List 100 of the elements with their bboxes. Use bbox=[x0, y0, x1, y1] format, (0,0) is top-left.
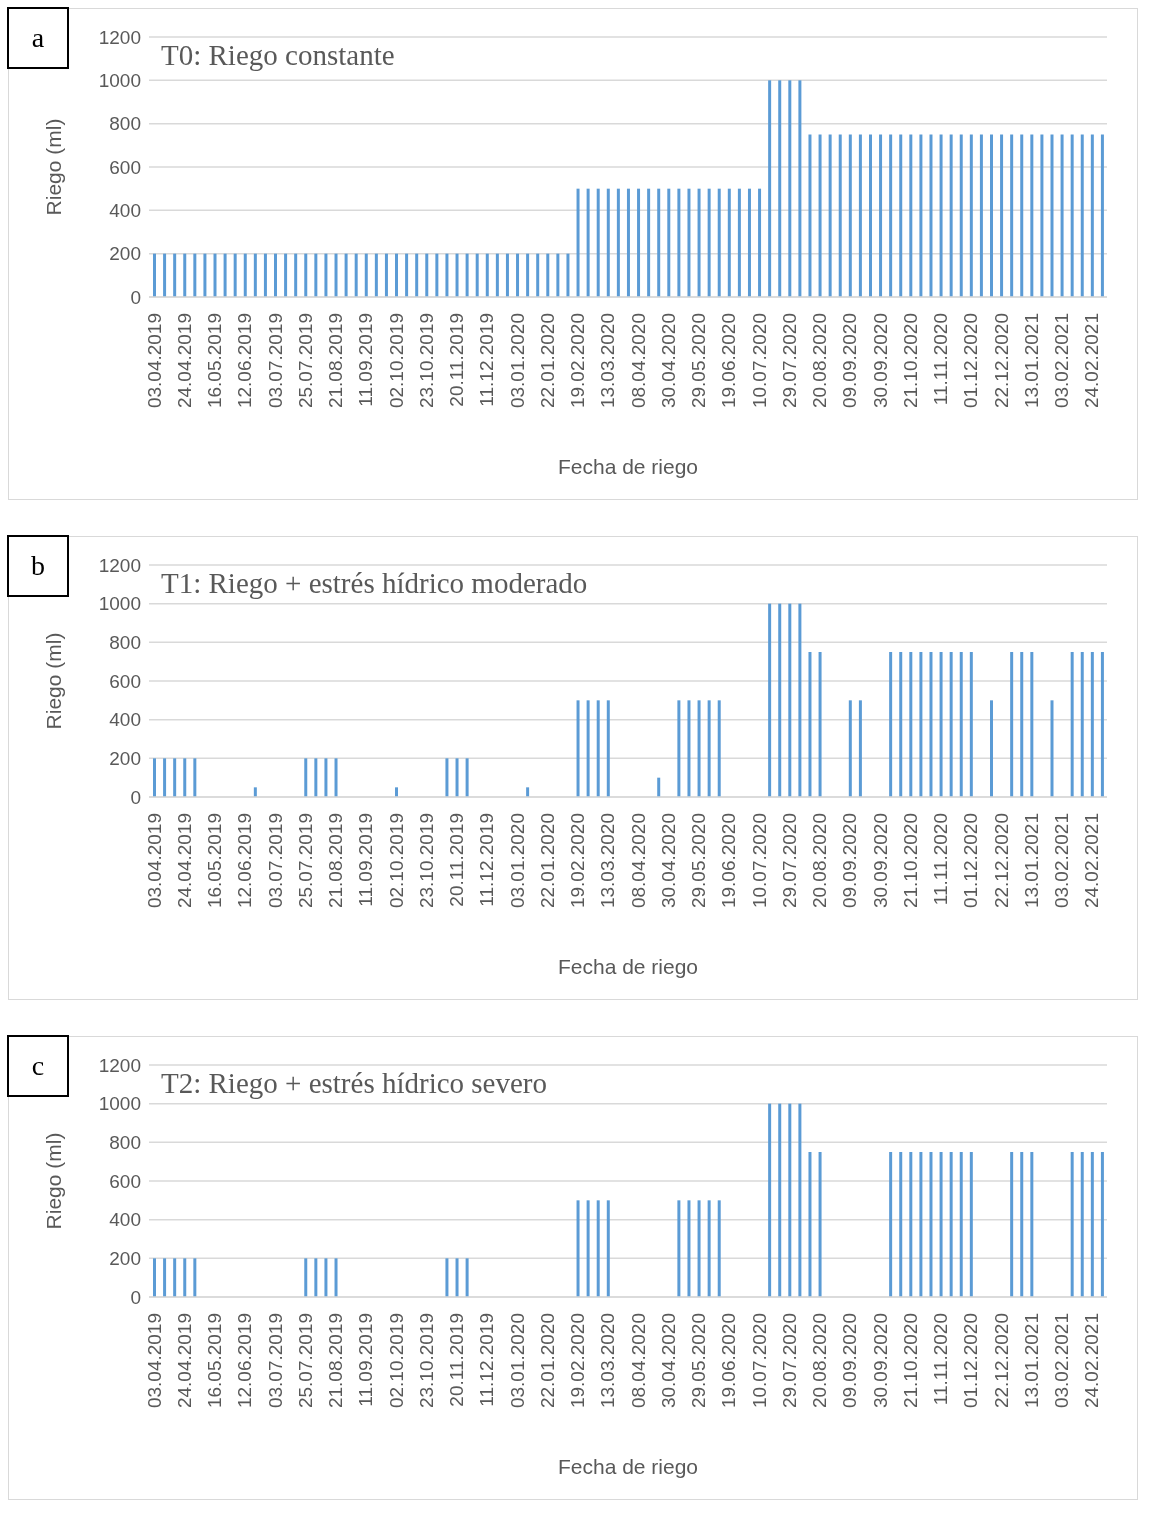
bar bbox=[445, 253, 449, 297]
bar bbox=[949, 652, 953, 797]
x-tick-label: 20.08.2020 bbox=[809, 1313, 831, 1409]
bar bbox=[657, 777, 661, 797]
bar bbox=[183, 1258, 187, 1297]
x-tick-label: 20.11.2019 bbox=[446, 313, 468, 407]
bar bbox=[233, 253, 237, 297]
bar bbox=[1070, 652, 1074, 797]
x-tick-label: 29.05.2020 bbox=[688, 313, 710, 409]
x-tick-label: 12.06.2019 bbox=[234, 1313, 256, 1409]
x-tick-label: 03.01.2020 bbox=[506, 313, 528, 409]
y-tick-label: 0 bbox=[130, 286, 141, 308]
bar bbox=[707, 188, 711, 297]
y-tick-label: 800 bbox=[109, 632, 141, 654]
y-tick-label: 600 bbox=[109, 156, 141, 178]
bar bbox=[637, 188, 641, 297]
x-tick-label: 22.01.2020 bbox=[536, 813, 558, 909]
bar bbox=[697, 1200, 701, 1297]
bar bbox=[274, 253, 278, 297]
y-tick-label: 1000 bbox=[98, 593, 141, 615]
y-tick-label: 400 bbox=[109, 200, 141, 222]
x-tick-label: 11.09.2019 bbox=[355, 1313, 377, 1407]
bar bbox=[546, 253, 550, 297]
chart-title: T0: Riego constante bbox=[161, 39, 395, 72]
bar bbox=[959, 134, 963, 297]
bar bbox=[173, 758, 177, 797]
bar bbox=[758, 188, 762, 297]
x-tick-label: 01.12.2020 bbox=[960, 813, 982, 909]
bar bbox=[173, 1258, 177, 1297]
x-tick-label: 19.06.2020 bbox=[718, 1313, 740, 1409]
bar bbox=[949, 1152, 953, 1297]
x-axis-title: Fecha de riego bbox=[557, 955, 699, 978]
x-tick-label: 03.07.2019 bbox=[264, 813, 286, 909]
bar bbox=[969, 1152, 973, 1297]
bar bbox=[576, 700, 580, 797]
bar bbox=[717, 1200, 721, 1297]
y-tick-label: 1200 bbox=[98, 26, 141, 48]
x-tick-label: 23.10.2019 bbox=[415, 813, 437, 909]
y-tick-label: 200 bbox=[109, 1248, 141, 1270]
bar bbox=[969, 652, 973, 797]
x-tick-label: 02.10.2019 bbox=[385, 313, 407, 409]
bar bbox=[969, 134, 973, 297]
bar bbox=[848, 700, 852, 797]
x-tick-label: 09.09.2020 bbox=[839, 813, 861, 909]
x-tick-label: 01.12.2020 bbox=[960, 1313, 982, 1409]
bar bbox=[899, 652, 903, 797]
bar bbox=[778, 1103, 782, 1297]
x-tick-label: 03.02.2021 bbox=[1051, 1313, 1073, 1409]
x-tick-label: 20.08.2020 bbox=[809, 813, 831, 909]
x-axis-title: Fecha de riego bbox=[557, 455, 699, 478]
bar bbox=[153, 758, 156, 797]
x-tick-label: 10.07.2020 bbox=[748, 1313, 770, 1409]
x-tick-label: 22.01.2020 bbox=[536, 313, 558, 409]
bar bbox=[183, 758, 187, 797]
x-tick-label: 13.01.2021 bbox=[1020, 813, 1042, 909]
bar bbox=[909, 652, 913, 797]
x-tick-label: 25.07.2019 bbox=[294, 1313, 316, 1409]
bar bbox=[939, 652, 943, 797]
bar bbox=[687, 188, 691, 297]
x-tick-label: 21.10.2020 bbox=[899, 313, 921, 409]
bar bbox=[899, 134, 903, 297]
bar bbox=[314, 253, 318, 297]
bar bbox=[455, 1258, 459, 1297]
bar bbox=[586, 700, 590, 797]
x-tick-label: 30.09.2020 bbox=[869, 313, 891, 409]
bar bbox=[183, 253, 187, 297]
bar bbox=[223, 253, 227, 297]
x-tick-label: 12.06.2019 bbox=[234, 813, 256, 909]
x-tick-label: 12.06.2019 bbox=[234, 313, 256, 409]
x-tick-label: 03.02.2021 bbox=[1051, 313, 1073, 409]
bar bbox=[1080, 652, 1084, 797]
bar bbox=[788, 80, 792, 297]
bar bbox=[465, 253, 469, 297]
bar bbox=[1100, 652, 1104, 797]
x-tick-label: 11.11.2020 bbox=[930, 1313, 952, 1406]
bar bbox=[778, 603, 782, 797]
bar bbox=[455, 758, 459, 797]
x-tick-label: 11.09.2019 bbox=[355, 813, 377, 907]
x-tick-label: 21.10.2020 bbox=[899, 1313, 921, 1409]
bar bbox=[586, 188, 590, 297]
x-tick-label: 23.10.2019 bbox=[415, 1313, 437, 1409]
bar bbox=[818, 134, 822, 297]
bar bbox=[959, 652, 963, 797]
bar bbox=[526, 787, 530, 797]
bar bbox=[384, 253, 388, 297]
x-tick-label: 22.12.2020 bbox=[990, 313, 1012, 409]
y-tick-label: 1200 bbox=[98, 1054, 141, 1076]
x-tick-label: 11.11.2020 bbox=[930, 813, 952, 906]
bar bbox=[929, 134, 933, 297]
bar bbox=[526, 253, 530, 297]
bar bbox=[536, 253, 540, 297]
bar bbox=[586, 1200, 590, 1297]
bar bbox=[203, 253, 207, 297]
x-tick-label: 03.01.2020 bbox=[506, 813, 528, 909]
x-tick-label: 11.09.2019 bbox=[355, 313, 377, 407]
bar bbox=[939, 1152, 943, 1297]
bar bbox=[213, 253, 217, 297]
bar bbox=[899, 1152, 903, 1297]
x-tick-label: 30.04.2020 bbox=[657, 813, 679, 909]
bar bbox=[687, 700, 691, 797]
